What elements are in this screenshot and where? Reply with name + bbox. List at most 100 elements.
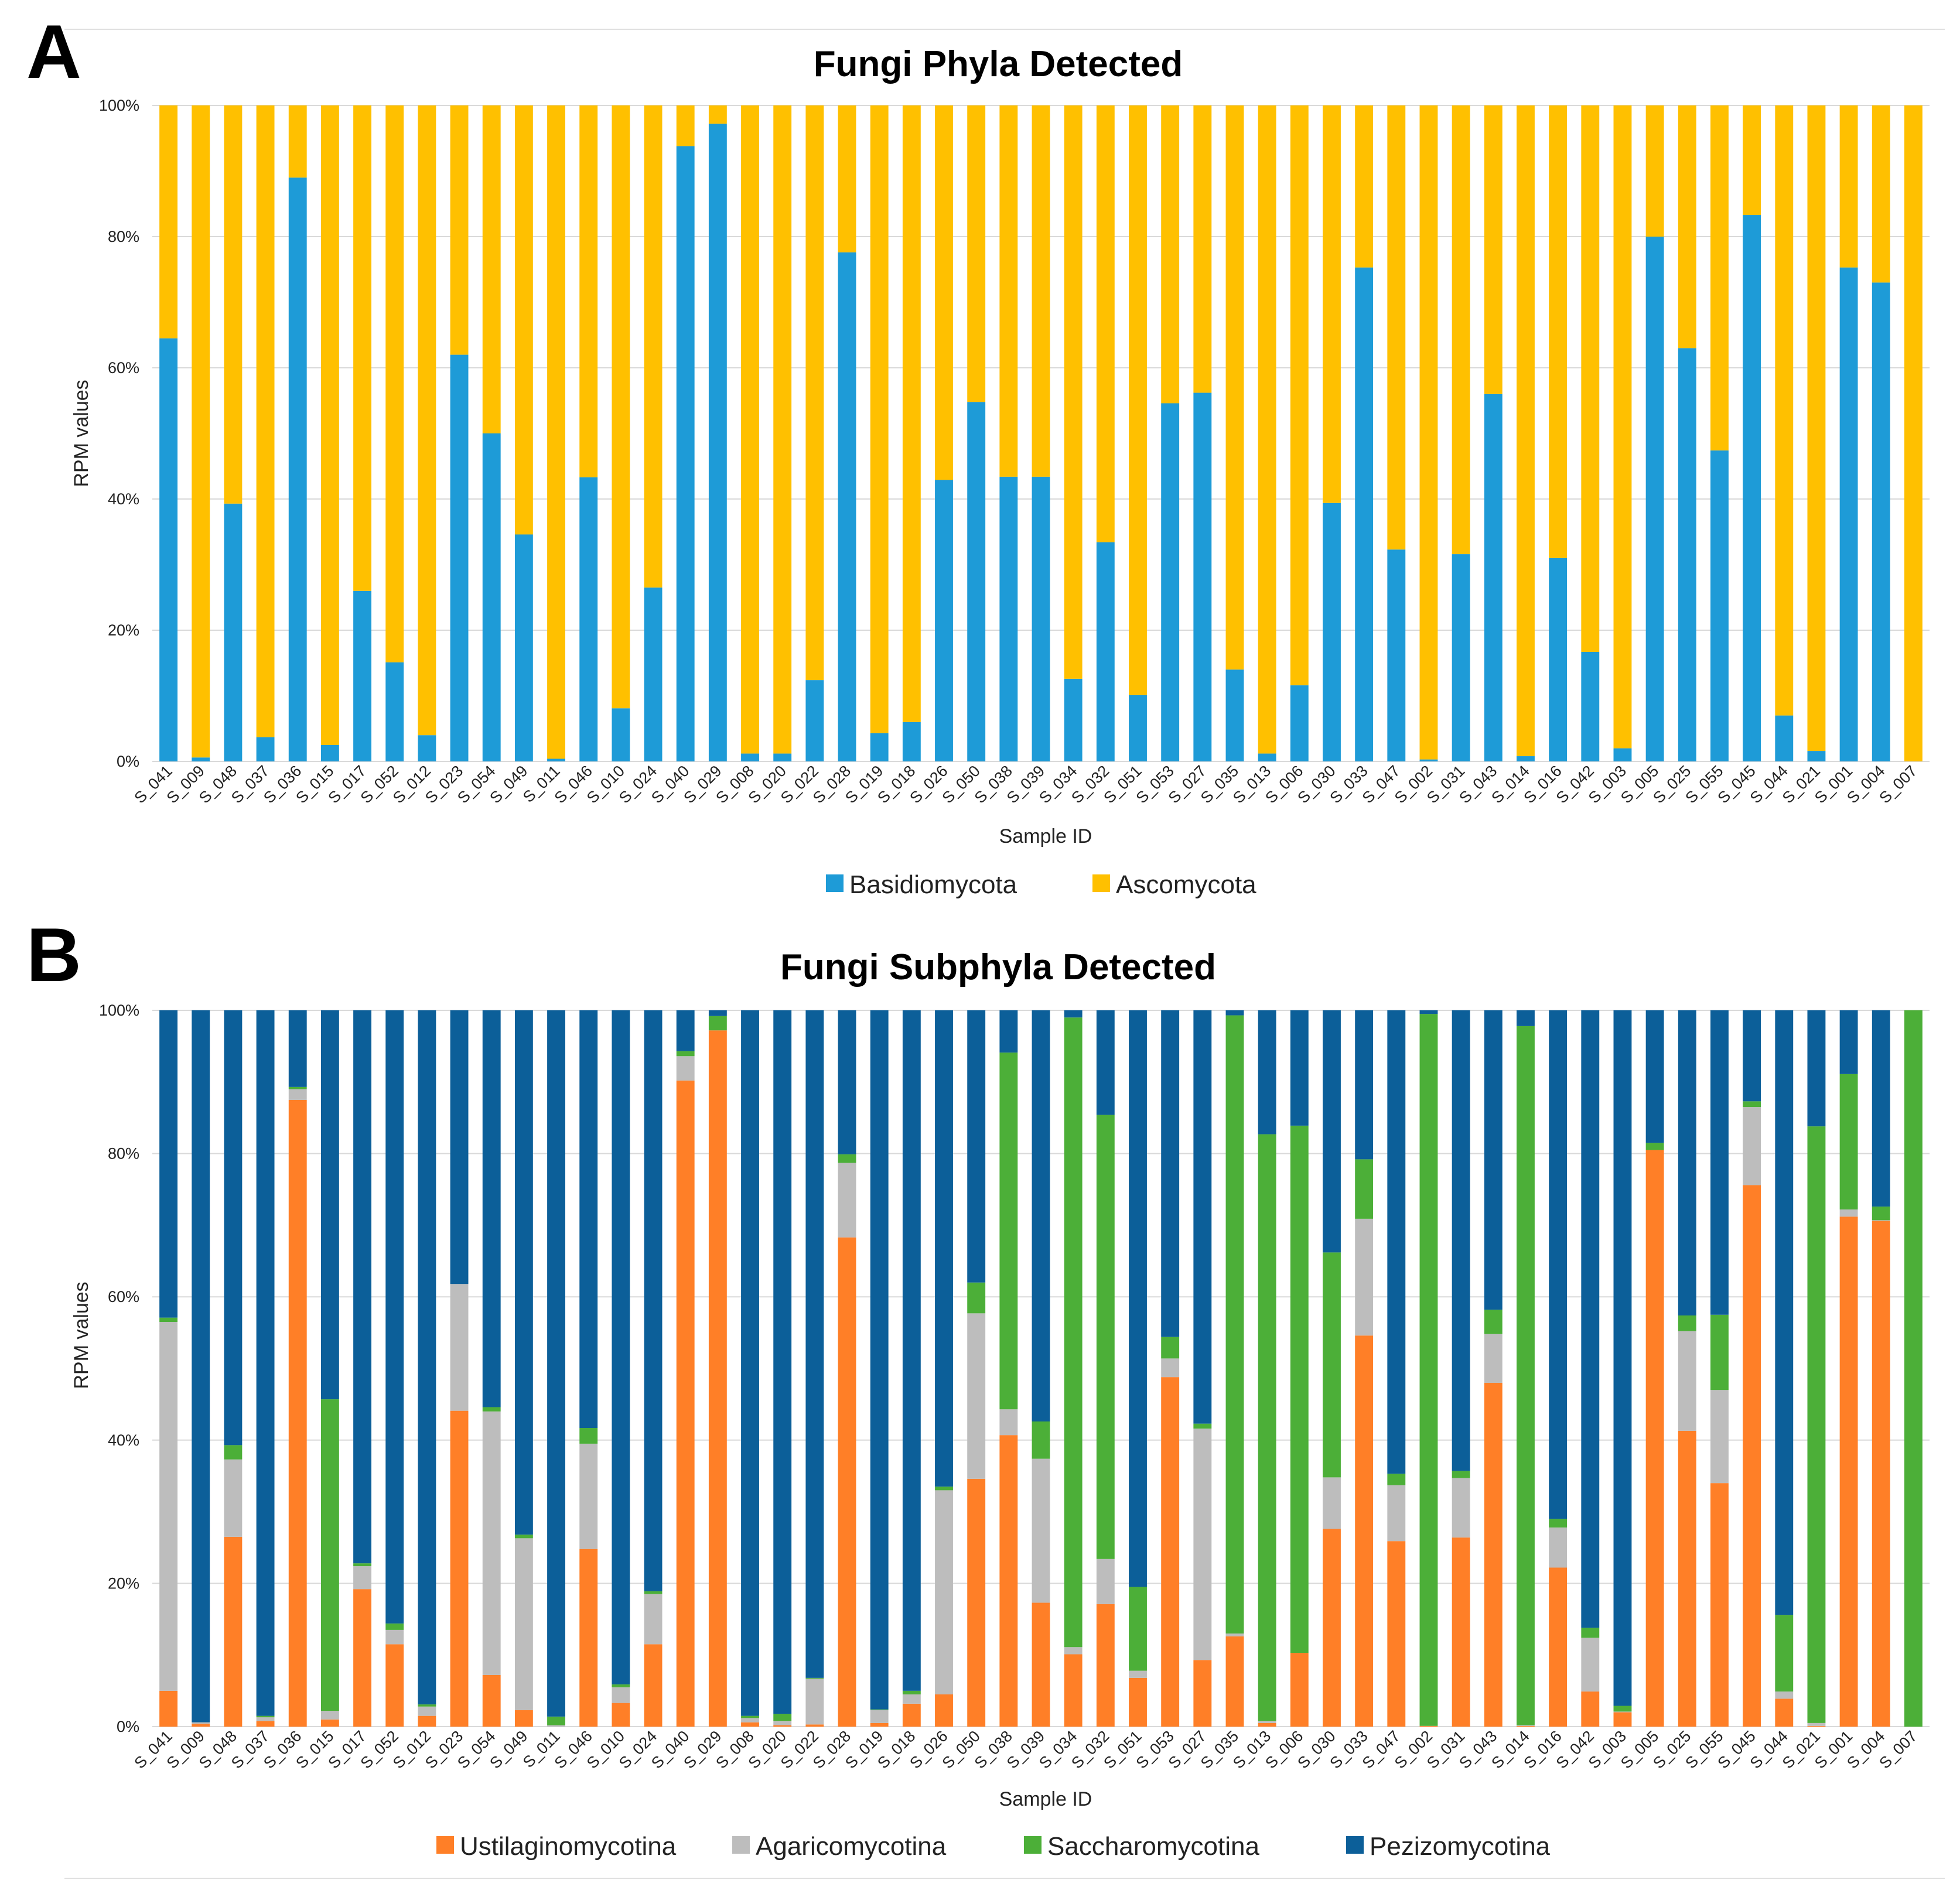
bar-segment-ascomycota — [1225, 105, 1244, 670]
bar-segment-ustilaginomycotina — [1161, 1377, 1180, 1727]
bar-segment-saccharomycotina — [1387, 1474, 1406, 1485]
bar-segment-pezizomycotina — [514, 1010, 533, 1535]
bar-segment-saccharomycotina — [805, 1677, 824, 1679]
bar-segment-ascomycota — [579, 105, 598, 478]
bar-segment-ascomycota — [999, 105, 1018, 477]
bar-segment-agaricomycotina — [1743, 1107, 1761, 1185]
bar-segment-ustilaginomycotina — [1129, 1677, 1147, 1727]
bar-segment-basidiomycota — [1032, 476, 1050, 761]
bar-segment-ustilaginomycotina — [192, 1724, 210, 1727]
bar-segment-pezizomycotina — [1581, 1010, 1600, 1628]
bar-segment-basidiomycota — [1484, 394, 1503, 761]
bar-segment-ascomycota — [741, 105, 759, 754]
y-axis-title-b: RPM values — [70, 1281, 93, 1389]
bar-segment-basidiomycota — [159, 338, 178, 761]
bar-segment-basidiomycota — [741, 753, 759, 761]
y-tick-label-b: 20% — [108, 1574, 139, 1592]
bar-segment-ascomycota — [450, 105, 469, 355]
bar-segment-pezizomycotina — [1645, 1010, 1664, 1143]
bar-segment-ustilaginomycotina — [676, 1080, 695, 1727]
bar-segment-pezizomycotina — [418, 1010, 436, 1705]
bar-segment-pezizomycotina — [1290, 1010, 1309, 1126]
chart-title-a: Fungi Phyla Detected — [814, 44, 1183, 84]
bar-segment-saccharomycotina — [644, 1591, 663, 1594]
bar-segment-agaricomycotina — [579, 1443, 598, 1549]
bar-segment-basidiomycota — [805, 680, 824, 761]
bar-segment-agaricomycotina — [1839, 1209, 1858, 1217]
bar-segment-pezizomycotina — [999, 1010, 1018, 1053]
bar-segment-basidiomycota — [1129, 695, 1147, 761]
bar-segment-pezizomycotina — [579, 1010, 598, 1429]
bar-segment-basidiomycota — [1581, 651, 1600, 761]
bar-segment-ascomycota — [1839, 105, 1858, 268]
legend-swatch-agaricomycotina — [732, 1836, 750, 1854]
bar-segment-ascomycota — [514, 105, 533, 535]
bar-segment-ascomycota — [902, 105, 921, 722]
bar-segment-pezizomycotina — [902, 1010, 921, 1691]
bar-segment-saccharomycotina — [1645, 1143, 1664, 1150]
bar-segment-pezizomycotina — [773, 1010, 792, 1714]
bar-segment-pezizomycotina — [805, 1010, 824, 1678]
bar-segment-agaricomycotina — [805, 1679, 824, 1725]
bar-segment-saccharomycotina — [579, 1428, 598, 1444]
bar-segment-ascomycota — [1032, 105, 1050, 477]
bar-segment-ascomycota — [288, 105, 307, 178]
bar-segment-pezizomycotina — [385, 1010, 404, 1624]
bars-b — [159, 1010, 1923, 1727]
legend-b: Ustilaginomycotina Agaricomycotina Sacchar… — [436, 1832, 1551, 1861]
bar-segment-basidiomycota — [1419, 759, 1438, 761]
y-tick-label-b: 100% — [99, 1002, 139, 1019]
bar-segment-ustilaginomycotina — [514, 1710, 533, 1727]
bar-segment-agaricomycotina — [870, 1710, 889, 1723]
bar-segment-ascomycota — [1096, 105, 1115, 542]
bar-segment-ustilaginomycotina — [1225, 1636, 1244, 1727]
bar-segment-ascomycota — [1387, 105, 1406, 550]
bar-segment-pezizomycotina — [1096, 1010, 1115, 1115]
bar-segment-pezizomycotina — [1807, 1010, 1826, 1127]
bar-segment-agaricomycotina — [612, 1687, 630, 1703]
bar-segment-basidiomycota — [1613, 748, 1632, 761]
bar-segment-ustilaginomycotina — [805, 1724, 824, 1727]
bar-segment-saccharomycotina — [1775, 1615, 1794, 1692]
bar-segment-basidiomycota — [1710, 450, 1729, 761]
bar-segment-pezizomycotina — [870, 1010, 889, 1710]
bar-segment-ascomycota — [1904, 105, 1923, 761]
bar-segment-agaricomycotina — [935, 1490, 953, 1694]
bar-segment-agaricomycotina — [385, 1629, 404, 1645]
bar-segment-pezizomycotina — [708, 1010, 727, 1016]
bar-segment-pezizomycotina — [1743, 1010, 1761, 1102]
bar-segment-ustilaginomycotina — [838, 1237, 856, 1727]
bar-segment-pezizomycotina — [1129, 1010, 1147, 1587]
bar-segment-agaricomycotina — [644, 1594, 663, 1645]
bar-segment-ustilaginomycotina — [1613, 1712, 1632, 1727]
panel-label-a: A — [26, 9, 81, 94]
bar-segment-agaricomycotina — [838, 1163, 856, 1238]
bar-segment-pezizomycotina — [967, 1010, 986, 1283]
bar-segment-ascomycota — [1323, 105, 1341, 503]
bar-segment-pezizomycotina — [612, 1010, 630, 1684]
bar-segment-pezizomycotina — [935, 1010, 953, 1487]
bar-segment-saccharomycotina — [1225, 1015, 1244, 1634]
bar-segment-pezizomycotina — [676, 1010, 695, 1051]
bar-segment-saccharomycotina — [1839, 1074, 1858, 1209]
bar-segment-pezizomycotina — [1419, 1010, 1438, 1014]
bar-segment-agaricomycotina — [1032, 1458, 1050, 1603]
legend-label-pezizomycotina: Pezizomycotina — [1370, 1832, 1551, 1861]
y-tick-label-b: 80% — [108, 1145, 139, 1163]
bar-segment-ustilaginomycotina — [256, 1721, 275, 1727]
bar-segment-saccharomycotina — [1452, 1471, 1470, 1478]
bar-segment-ascomycota — [708, 105, 727, 124]
bar-segment-basidiomycota — [224, 503, 243, 761]
bar-segment-saccharomycotina — [967, 1282, 986, 1314]
bar-segment-ustilaginomycotina — [708, 1030, 727, 1727]
bar-segment-ustilaginomycotina — [1710, 1483, 1729, 1727]
bar-segment-ustilaginomycotina — [612, 1703, 630, 1727]
bar-segment-saccharomycotina — [935, 1486, 953, 1491]
bar-segment-pezizomycotina — [1193, 1010, 1212, 1424]
bar-segment-ustilaginomycotina — [320, 1719, 339, 1727]
bar-segment-agaricomycotina — [1225, 1633, 1244, 1636]
bar-segment-ustilaginomycotina — [773, 1725, 792, 1727]
bar-segment-pezizomycotina — [741, 1010, 759, 1716]
bar-segment-saccharomycotina — [1064, 1017, 1083, 1648]
bar-segment-ustilaginomycotina — [482, 1674, 501, 1727]
